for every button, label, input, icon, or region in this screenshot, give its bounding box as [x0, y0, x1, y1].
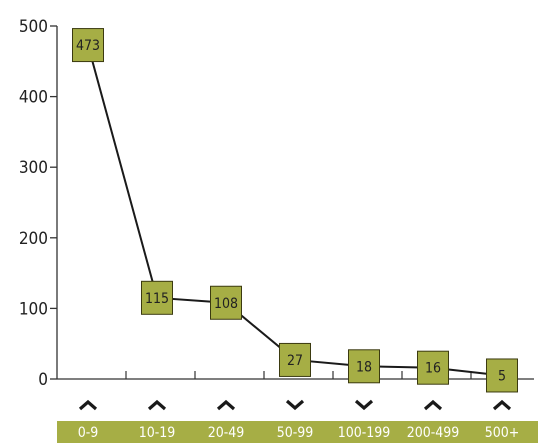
y-tick-label: 400	[19, 88, 48, 108]
data-value-label: 5	[498, 368, 506, 384]
data-markers: 473 115 108 27 18 16 5	[72, 28, 518, 393]
chevron-up-icon	[78, 399, 98, 411]
category-label: 50-99	[277, 425, 314, 441]
chevron-up-icon	[147, 399, 167, 411]
series-line-group	[87, 44, 503, 377]
data-point-marker	[279, 342, 311, 377]
data-value-label: 27	[287, 353, 303, 369]
trend-arrows	[78, 399, 512, 411]
chevron-down-icon	[285, 399, 305, 411]
chevron-up-icon	[492, 399, 512, 411]
y-tick-label: 500	[19, 17, 48, 37]
data-point-marker	[141, 280, 173, 315]
data-point-marker	[72, 28, 104, 63]
y-tick-label: 200	[19, 229, 48, 249]
category-band-bg	[57, 421, 538, 443]
category-label: 100-199	[338, 425, 391, 441]
data-value-label: 108	[214, 296, 238, 312]
y-tick-label: 300	[19, 158, 48, 178]
category-label: 20-49	[208, 425, 245, 441]
chevron-down-icon	[354, 399, 374, 411]
category-label: 500+	[485, 425, 520, 441]
data-value-label: 18	[356, 359, 372, 375]
data-point-marker	[210, 285, 242, 320]
chevron-up-icon	[423, 399, 443, 411]
y-tick-label: 0	[38, 370, 48, 390]
category-band	[57, 421, 538, 443]
series-line	[87, 44, 503, 377]
y-tick-label: 100	[19, 299, 48, 319]
chart-axes	[56, 26, 534, 380]
data-point-marker	[417, 350, 449, 385]
data-value-label: 473	[76, 38, 100, 54]
data-value-label: 115	[145, 291, 169, 307]
data-point-marker	[486, 358, 518, 393]
category-label: 10-19	[139, 425, 176, 441]
chevron-up-icon	[216, 399, 236, 411]
y-axis-ticks: 0 100 200 300 400 500	[19, 17, 57, 390]
category-label: 200-499	[407, 425, 460, 441]
data-point-marker	[348, 349, 380, 384]
category-labels: 0-9 10-19 20-49 50-99 100-199 200-499 500+	[78, 425, 520, 441]
data-value-label: 16	[425, 361, 441, 377]
category-label: 0-9	[78, 425, 99, 441]
